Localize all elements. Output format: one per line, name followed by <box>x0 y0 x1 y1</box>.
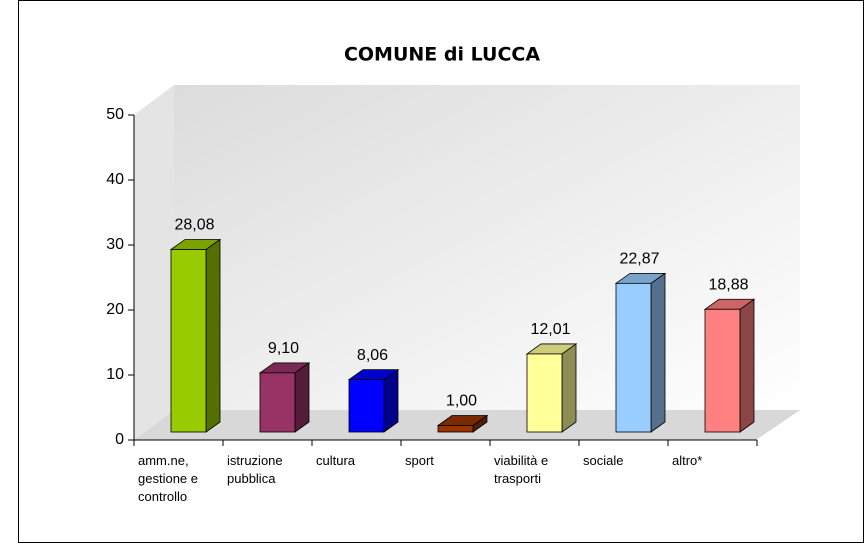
value-label: 12,01 <box>530 321 570 338</box>
x-tick-label: istruzione pubblica <box>227 453 283 486</box>
chart-title: COMUNE di LUCCA <box>344 44 540 66</box>
value-label: 22,87 <box>619 251 659 268</box>
bar <box>348 379 385 433</box>
x-tick-label: viabilità e trasporti <box>494 453 549 486</box>
x-tick-label: sociale <box>583 453 624 468</box>
y-tick-label: 0 <box>115 431 124 448</box>
side-wall <box>134 85 174 440</box>
x-tick-label: amm.ne, gestione e controllo <box>138 453 198 504</box>
y-tick-label: 50 <box>106 106 124 123</box>
bar <box>526 353 563 433</box>
bar-side <box>650 272 666 433</box>
bar <box>170 249 207 433</box>
value-label: 28,08 <box>174 217 214 234</box>
y-tick-label: 40 <box>106 171 124 188</box>
x-tick-label: altro* <box>672 453 703 468</box>
y-tick-label: 10 <box>106 366 124 383</box>
value-label: 18,88 <box>708 276 748 293</box>
y-tick-label: 20 <box>106 301 124 318</box>
bar <box>615 282 652 433</box>
value-label: 9,10 <box>268 340 299 357</box>
bar-side <box>739 298 755 433</box>
bar-side <box>294 362 310 433</box>
y-tick-label: 30 <box>106 236 124 253</box>
value-label: 1,00 <box>446 393 477 410</box>
value-label: 8,06 <box>357 347 388 364</box>
bar <box>259 372 296 433</box>
bar <box>704 308 741 433</box>
bar-side <box>205 238 221 433</box>
bar-side <box>383 368 399 433</box>
bar-side <box>561 343 577 433</box>
x-tick-label: cultura <box>316 453 356 468</box>
x-tick-label: sport <box>405 453 434 468</box>
bar <box>437 425 474 433</box>
